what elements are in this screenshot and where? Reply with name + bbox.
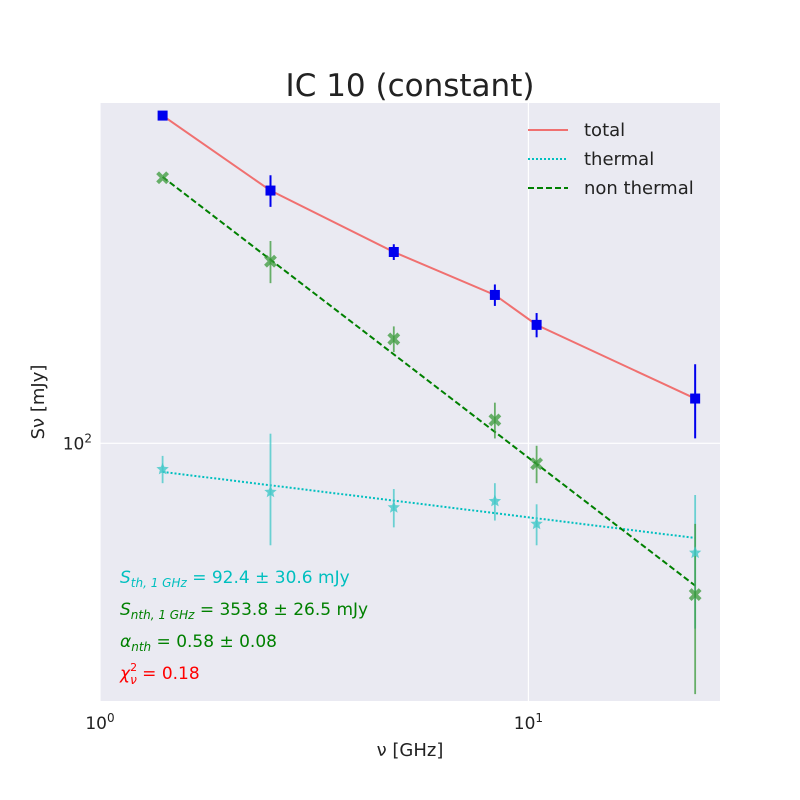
x-mark-stroke (264, 254, 277, 268)
x-mark-stroke (530, 457, 544, 471)
point-thermal (488, 494, 502, 507)
point-total (388, 246, 399, 257)
x-mark-stroke (488, 413, 502, 427)
point-total (265, 185, 276, 196)
legend-label: non thermal (584, 178, 694, 199)
x-tick-label: 100 (85, 711, 114, 734)
point-thermal (156, 462, 169, 475)
point-nonthermal (387, 332, 401, 346)
x-tick-labels: 100 101 (85, 711, 543, 734)
x-axis-label: ν [GHz] (377, 740, 444, 761)
point-total (690, 393, 701, 404)
point-nonthermal (488, 413, 502, 427)
point-thermal (689, 546, 702, 559)
y-axis-label: Sν [mJy] (28, 365, 49, 440)
annotation-chi: χ2 ν = 0.18 (119, 661, 200, 687)
point-total (531, 319, 542, 330)
data-points (156, 110, 702, 601)
point-total (489, 289, 500, 300)
point-nonthermal (264, 254, 277, 268)
fit-annotations: Sth, 1 GHz = 92.4 ± 30.6 mJy Snth, 1 GHz … (119, 568, 368, 687)
annotation-alpha: αnth = 0.58 ± 0.08 (120, 632, 277, 654)
point-thermal (264, 485, 277, 498)
fit-line-nonthermal (161, 176, 696, 587)
x-mark-stroke (688, 588, 702, 601)
plot-background (100, 103, 720, 701)
point-thermal (387, 501, 400, 513)
legend-label: total (584, 120, 625, 141)
legend-label: thermal (584, 149, 654, 170)
point-nonthermal (530, 457, 544, 471)
x-tick-label: 101 (514, 711, 543, 734)
legend: total thermal non thermal (528, 120, 694, 199)
point-nonthermal (156, 171, 170, 185)
x-mark-stroke (387, 332, 401, 346)
y-tick-label: 102 (63, 431, 92, 454)
point-total (157, 110, 168, 121)
point-nonthermal (688, 588, 702, 601)
fit-line-thermal (162, 470, 696, 539)
grid-lines (99, 103, 720, 701)
annotation-sth: Sth, 1 GHz = 92.4 ± 30.6 mJy (120, 568, 350, 590)
y-tick-labels: 102 (63, 431, 92, 454)
point-thermal (530, 517, 543, 530)
annotation-snth: Snth, 1 GHz = 353.8 ± 26.5 mJy (120, 600, 368, 622)
fit-lines (161, 114, 696, 587)
x-mark-stroke (156, 171, 170, 185)
chart-title: IC 10 (constant) (286, 68, 535, 104)
fit-line-total (162, 114, 696, 400)
